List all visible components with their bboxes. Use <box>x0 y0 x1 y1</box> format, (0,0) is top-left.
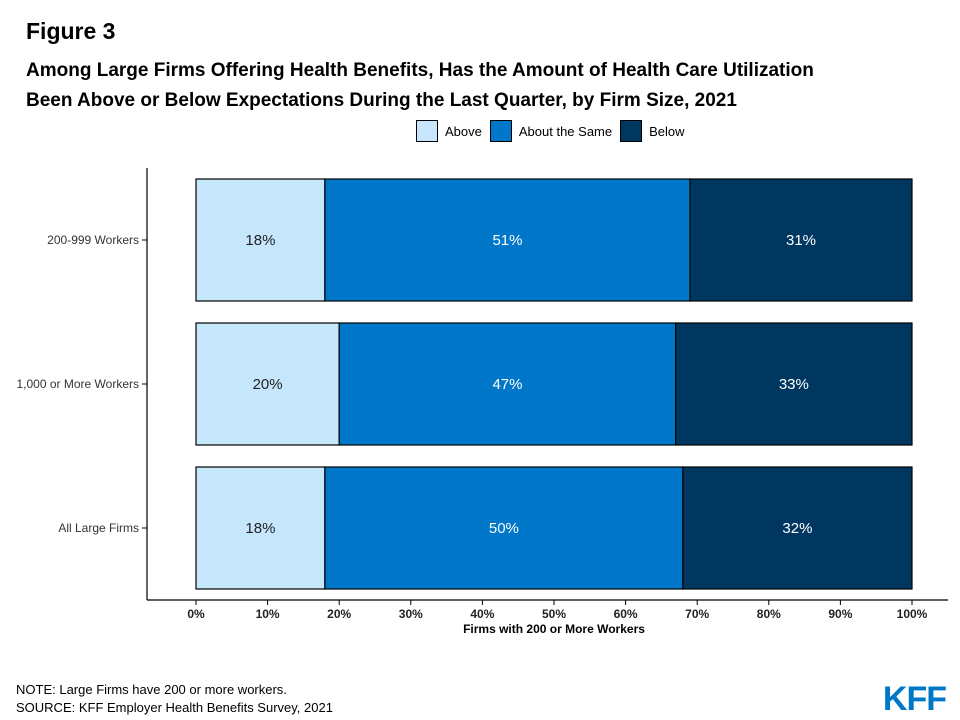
x-tick-label: 50% <box>542 607 566 621</box>
bar-segment <box>689 178 913 302</box>
data-label: 18% <box>245 520 275 537</box>
x-tick-label: 10% <box>256 607 280 621</box>
data-label: 51% <box>492 232 522 249</box>
data-label: 18% <box>245 232 275 249</box>
legend-item-2: Below <box>620 120 685 142</box>
legend-swatch <box>416 120 438 142</box>
legend-label: Below <box>649 123 685 139</box>
bar-segment <box>195 322 340 446</box>
x-tick-label: 0% <box>187 607 205 621</box>
bar-segment <box>324 178 691 302</box>
x-tick-label: 20% <box>327 607 351 621</box>
legend-item-1: About the Same <box>489 120 613 142</box>
x-tick-label: 100% <box>897 607 928 621</box>
x-tick-label: 60% <box>614 607 638 621</box>
chart-title: Among Large Firms Offering Health Benefi… <box>26 56 926 116</box>
legend-item-0: Above <box>416 120 482 142</box>
chart-legend: Above About the Same Below <box>416 119 693 143</box>
legend-label: Above <box>445 123 482 139</box>
bar-segment <box>682 466 913 590</box>
y-category-label: 200-999 Workers <box>47 233 139 247</box>
figure-label: Figure 3 <box>26 18 116 44</box>
y-category-label: 1,000 or More Workers <box>17 377 140 391</box>
legend-swatch <box>489 120 512 142</box>
chart-title-line2: Been Above or Below Expectations During … <box>26 90 737 111</box>
chart-note: NOTE: Large Firms have 200 or more worke… <box>16 682 287 697</box>
data-label: 20% <box>253 376 283 393</box>
data-label: 33% <box>779 376 809 393</box>
x-axis-label: Firms with 200 or More Workers <box>463 622 645 636</box>
x-tick-label: 90% <box>828 607 852 621</box>
data-label: 32% <box>782 520 812 537</box>
chart-source: SOURCE: KFF Employer Health Benefits Sur… <box>16 700 333 715</box>
legend-label: About the Same <box>518 123 613 139</box>
stacked-bar-chart: 0% 10% 20% 30% 40% 50% 60% 70% 80% 90% 100% Firms w… <box>17 168 948 636</box>
chart-title-line1: Among Large Firms Offering Health Benefi… <box>26 60 814 81</box>
bar-segment <box>195 466 326 590</box>
data-label: 31% <box>786 232 816 249</box>
x-tick-label: 30% <box>399 607 423 621</box>
data-label: 47% <box>492 376 522 393</box>
data-label: 50% <box>489 520 519 537</box>
x-tick-label: 70% <box>685 607 709 621</box>
bar-segment <box>338 322 677 446</box>
bar-segment <box>675 322 913 446</box>
kff-logo: KFF <box>882 680 947 718</box>
x-tick-label: 80% <box>757 607 781 621</box>
x-tick-label: 40% <box>470 607 494 621</box>
y-category-label: All Large Firms <box>58 521 139 535</box>
legend-swatch <box>620 120 643 142</box>
